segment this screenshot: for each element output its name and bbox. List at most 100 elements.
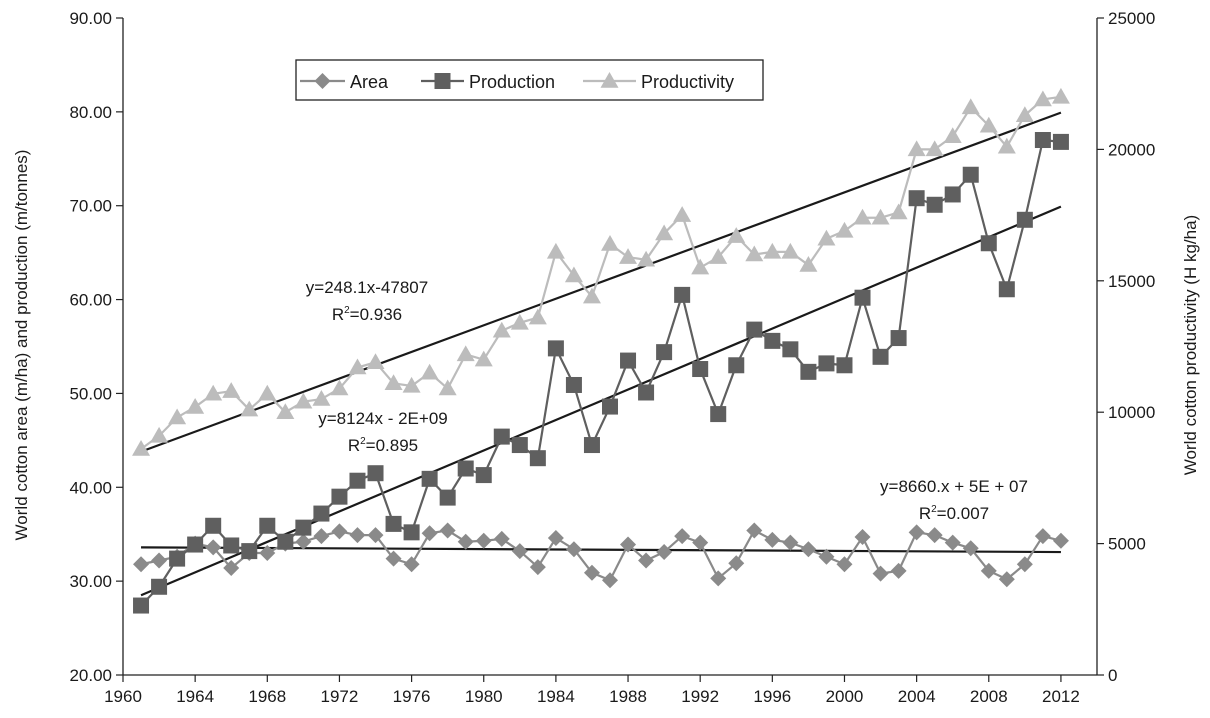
right-tick-label: 25000 — [1108, 9, 1155, 28]
area-point — [547, 529, 564, 546]
right-y-axis: 0 5000 10000 15000 20000 25000 — [1096, 9, 1155, 685]
productivity-point — [835, 221, 854, 238]
x-tick-label: 1984 — [537, 687, 575, 706]
area-point — [764, 531, 781, 548]
productivity-point — [655, 224, 674, 241]
production-point — [493, 428, 510, 445]
area-point — [872, 565, 889, 582]
left-tick-label: 90.00 — [69, 9, 112, 28]
series-line — [140, 138, 1062, 607]
area-point — [692, 534, 709, 551]
area-point — [259, 544, 276, 561]
productivity-point — [168, 408, 187, 425]
productivity-point — [817, 229, 836, 246]
area-point — [565, 541, 582, 558]
productivity-point — [312, 390, 331, 406]
legend-box — [295, 59, 764, 101]
trend-equation: y=248.1x-47807 — [306, 278, 428, 297]
series-production — [133, 132, 1069, 614]
productivity-point — [150, 426, 169, 443]
series — [132, 87, 1070, 614]
production-point — [169, 550, 186, 567]
production-point — [133, 597, 150, 614]
production-point — [385, 515, 402, 532]
productivity-point — [582, 287, 601, 304]
legend-swatch-marker — [600, 72, 619, 88]
production-point — [511, 437, 528, 454]
legend-label: Production — [469, 72, 555, 92]
area-point — [439, 522, 456, 539]
production-point — [205, 517, 222, 534]
production-point — [259, 517, 276, 534]
x-tick-label: 2012 — [1042, 687, 1080, 706]
productivity-point — [366, 353, 385, 370]
trend-r2: R2=0.007 — [919, 504, 989, 523]
area-point — [421, 525, 438, 542]
legend-item-productivity: Productivity — [583, 72, 734, 92]
area-point — [710, 570, 727, 587]
trend-equation: y=8124x - 2E+09 — [318, 409, 447, 428]
legend-label: Productivity — [641, 72, 734, 92]
legend-swatch-marker — [434, 73, 451, 89]
legend: Area Production Productivity — [295, 59, 764, 101]
area-point — [1016, 556, 1033, 573]
production-point — [241, 543, 258, 560]
area-point — [349, 527, 366, 544]
productivity-point — [528, 308, 547, 325]
trend-r2: R2=0.936 — [332, 305, 402, 324]
production-point — [908, 190, 925, 207]
series-line — [140, 528, 1062, 582]
productivity-point — [709, 248, 728, 264]
legend-label: Area — [350, 72, 389, 92]
productivity-point — [673, 206, 692, 222]
area-point — [331, 523, 348, 540]
productivity-point — [889, 203, 908, 220]
area-point — [908, 524, 925, 541]
x-tick-label: 1976 — [393, 687, 431, 706]
production-point — [836, 357, 853, 374]
x-tick-label: 1988 — [609, 687, 647, 706]
area-point — [493, 530, 510, 547]
area-point — [511, 543, 528, 560]
area-point — [385, 550, 402, 567]
production-point — [331, 488, 348, 505]
area-point — [890, 562, 907, 579]
productivity-point — [871, 208, 890, 225]
area-point — [475, 532, 492, 549]
area-point — [674, 528, 691, 545]
productivity-point — [1015, 106, 1034, 122]
production-point — [223, 537, 240, 554]
productivity-point — [997, 137, 1016, 154]
production-point — [349, 472, 366, 489]
production-point — [439, 489, 456, 506]
production-point — [872, 348, 889, 365]
productivity-point — [276, 403, 295, 419]
x-tick-label: 1972 — [321, 687, 359, 706]
production-point — [764, 332, 781, 349]
area-point — [854, 529, 871, 546]
productivity-point — [763, 242, 782, 259]
left-tick-label: 40.00 — [69, 478, 112, 497]
production-point — [367, 465, 384, 482]
productivity-point — [240, 400, 259, 417]
production-point — [800, 363, 817, 380]
x-tick-label: 1996 — [753, 687, 791, 706]
left-tick-label: 50.00 — [69, 384, 112, 403]
productivity-point — [943, 127, 962, 144]
productivity-point — [1051, 87, 1070, 104]
area-point — [583, 564, 600, 581]
production-point — [746, 321, 763, 338]
right-tick-label: 20000 — [1108, 140, 1155, 159]
productivity-point — [330, 379, 349, 396]
right-tick-label: 15000 — [1108, 272, 1155, 291]
productivity-point — [691, 258, 710, 275]
area-point — [223, 560, 240, 577]
left-tick-label: 20.00 — [69, 666, 112, 685]
area-point — [1052, 532, 1069, 549]
productivity-point — [564, 266, 583, 283]
production-point — [692, 361, 709, 378]
productivity-point — [745, 245, 764, 262]
area-point — [782, 534, 799, 551]
area-point — [295, 533, 312, 550]
